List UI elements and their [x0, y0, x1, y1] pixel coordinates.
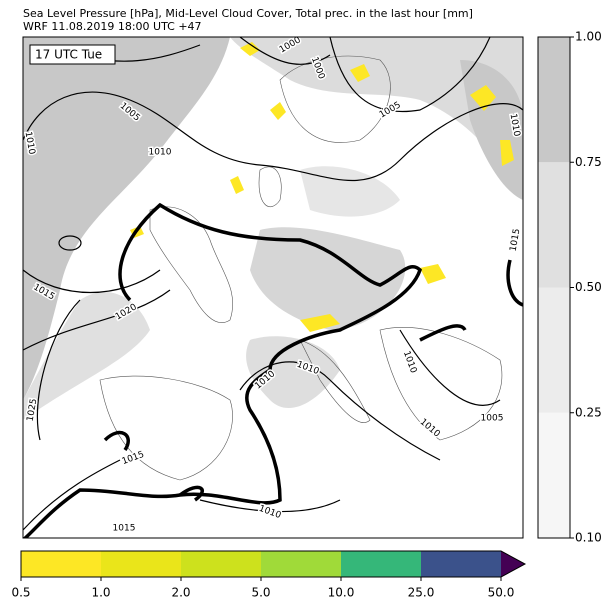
colorbar-segment — [538, 412, 570, 538]
colorbar-tick-label: 0.25 — [575, 405, 602, 419]
colorbar-segment — [538, 287, 570, 413]
isobar — [239, 329, 501, 461]
cloud-area — [246, 336, 340, 409]
map-frame — [22, 36, 524, 539]
colorbar-segment — [101, 551, 181, 577]
isobar-label: 1015 — [509, 228, 523, 252]
isobar-label: 1005 — [481, 414, 504, 424]
cloud-area — [23, 37, 230, 400]
isobar — [58, 235, 82, 251]
cloud-area — [250, 227, 406, 330]
isobar — [23, 459, 341, 531]
isobar-1015 — [103, 259, 523, 502]
colorbar-tick-label: 10.0 — [328, 586, 355, 600]
isobar-label: 1015 — [113, 524, 136, 534]
time-label-box — [29, 44, 116, 65]
colorbar-segment — [21, 551, 101, 577]
cloud-colorbar: 0.10 0.25 0.50 0.75 1.00 — [537, 30, 602, 545]
colorbar-extend — [501, 551, 525, 577]
subtitle: WRF 11.08.2019 18:00 UTC +47 — [23, 20, 202, 33]
isobar — [23, 91, 523, 182]
coastline — [99, 55, 503, 481]
colorbar-segment — [421, 551, 501, 577]
colorbar-segment — [261, 551, 341, 577]
colorbar-segment — [538, 162, 570, 288]
colorbar-frame — [20, 550, 527, 578]
isobar — [23, 269, 171, 441]
colorbar-tick-label: 2.0 — [171, 586, 190, 600]
colorbar-tick-label: 0.10 — [575, 531, 602, 545]
colorbar-tick-label: 50.0 — [488, 586, 515, 600]
precip-colorbar: 0.5 1.0 2.0 5.0 10.0 25.0 50.0 — [11, 550, 527, 600]
cloud-area — [230, 37, 523, 200]
isobar-label: 1010 — [23, 131, 37, 156]
isobar-label: 1010 — [149, 148, 172, 158]
colorbar-tick-label: 5.0 — [251, 586, 270, 600]
colorbar-tick-label: 1.0 — [91, 586, 110, 600]
title: Sea Level Pressure [hPa], Mid-Level Clou… — [23, 7, 473, 20]
colorbar-segment — [341, 551, 421, 577]
colorbar-tick-label: 0.75 — [575, 155, 602, 169]
colorbar-tick-label: 0.50 — [575, 280, 602, 294]
colorbar-segment — [538, 37, 570, 163]
colorbar-tick-label: 0.5 — [11, 586, 30, 600]
cloud-area — [300, 166, 400, 217]
cloud-area — [23, 291, 150, 420]
colorbar-tick-label: 1.00 — [575, 30, 602, 44]
time-label: 17 UTC Tue — [35, 48, 102, 62]
isobar-1015 — [23, 202, 423, 538]
colorbar-tick-label: 25.0 — [408, 586, 435, 600]
colorbar-segment — [181, 551, 261, 577]
